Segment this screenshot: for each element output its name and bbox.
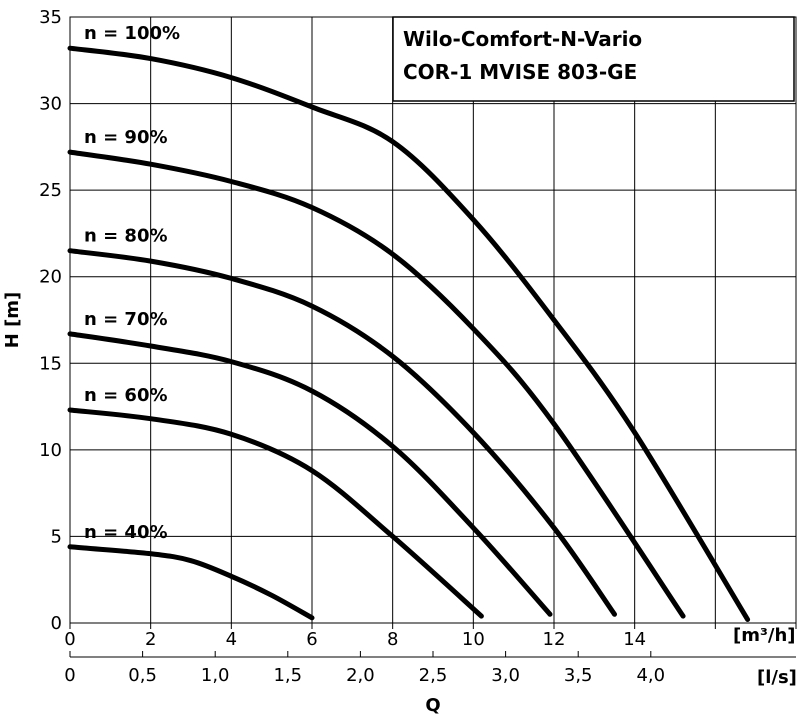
series-label-0: n = 100% [84, 23, 180, 44]
tick-labels: 0 2 4 6 8 10 12 14 0 5 10 15 20 25 30 35 0 0,5 1,0 1,5 2,0 2,… [39, 7, 665, 686]
x-tick-label: 0 [64, 629, 75, 650]
series-label-4: n = 60% [84, 385, 168, 406]
secondary-tick-label: 2,5 [419, 665, 448, 686]
x-tick-label: 6 [306, 629, 317, 650]
secondary-tick-label: 3,0 [491, 665, 520, 686]
y-tick-label: 15 [39, 353, 62, 374]
series-line-5 [67, 544, 315, 621]
chart-title-line-2: COR-1 MVISE 803-GE [403, 60, 637, 84]
y-axis-title: H [m] [2, 292, 23, 349]
x-tick-label: 8 [387, 629, 398, 650]
series-line-1 [67, 149, 686, 619]
secondary-tick-label: 4,0 [636, 665, 665, 686]
y-tick-label: 30 [39, 94, 62, 115]
x-tick-label: 2 [145, 629, 156, 650]
x-tick-label: 4 [226, 629, 237, 650]
title-box [392, 16, 795, 102]
series-label-5: n = 40% [84, 522, 168, 543]
x-unit-secondary: [l/s] [757, 667, 797, 688]
series-label-3: n = 70% [84, 309, 168, 330]
series-label-2: n = 80% [84, 226, 168, 247]
grid [69, 16, 797, 658]
y-tick-label: 35 [39, 7, 62, 28]
x-tick-label: 10 [462, 629, 485, 650]
series-label-1: n = 90% [84, 127, 168, 148]
secondary-tick-label: 0,5 [128, 665, 157, 686]
x-unit-primary: [m³/h] [733, 625, 795, 646]
y-tick-label: 5 [51, 526, 62, 547]
plot-frame [69, 16, 797, 624]
series-line-4 [67, 407, 484, 619]
y-tick-label: 0 [51, 613, 62, 634]
secondary-tick-label: 0 [64, 665, 75, 686]
secondary-tick-label: 1,5 [273, 665, 302, 686]
secondary-tick-label: 3,5 [564, 665, 593, 686]
series-line-2 [67, 248, 617, 617]
x-tick-label: 14 [623, 629, 646, 650]
secondary-tick-label: 2,0 [346, 665, 375, 686]
series-line-3 [67, 331, 553, 617]
x-tick-label: 12 [543, 629, 566, 650]
y-tick-label: 25 [39, 180, 62, 201]
series-line-0 [67, 45, 751, 622]
x-axis-title: Q [425, 695, 440, 716]
curves [67, 45, 751, 622]
y-tick-label: 20 [39, 267, 62, 288]
secondary-tick-label: 1,0 [201, 665, 230, 686]
curve-labels: n = 100% n = 90% n = 80% n = 70% n = 60% n = … [84, 23, 180, 543]
y-tick-label: 10 [39, 440, 62, 461]
chart-title-line-1: Wilo-Comfort-N-Vario [403, 27, 642, 51]
